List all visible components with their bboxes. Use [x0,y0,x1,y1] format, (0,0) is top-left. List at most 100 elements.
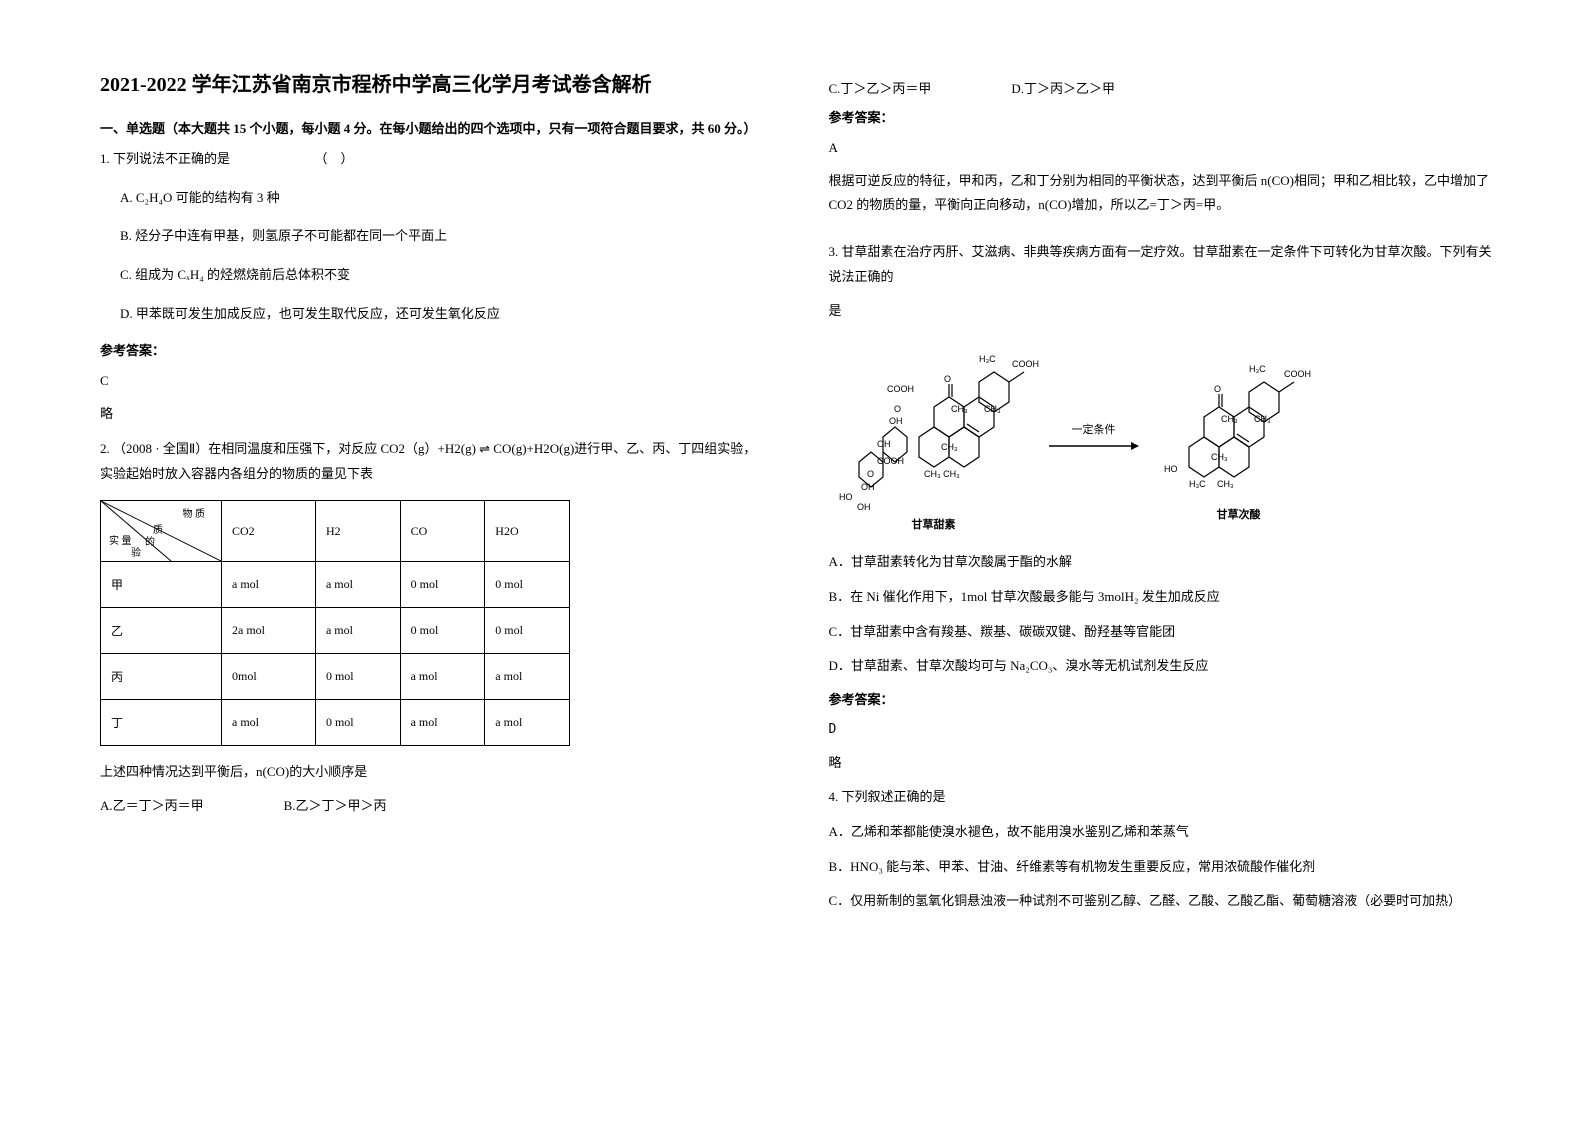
q1-opt-c: C. 组成为 CₓH₄ 的烃燃烧前后总体积不变 [120,263,769,288]
q2-table-corner: 物 质 质 的 实 量 验 [101,501,222,562]
q2-opt-a: A.乙＝丁＞丙＝甲 [100,795,204,814]
q2-r2-c3: a mol [485,654,570,700]
left-column: 2021-2022 学年江苏省南京市程桥中学高三化学月考试卷含解析 一、单选题（… [100,70,769,924]
q3-stem: 3. 甘草甜素在治疗丙肝、艾滋病、非典等疾病方面有一定疗效。甘草甜素在一定条件下… [829,240,1498,289]
q2-r2-c1: 0 mol [315,654,400,700]
mol1-label: 甘草甜素 [912,516,956,532]
molecule-2: H₃C COOH O CH₃ CH₃ CH₃ HO H₃C CH₃ 甘草次酸 [1149,352,1329,522]
mol-text-ho: HO [839,492,853,502]
table-row: 丙 0mol 0 mol a mol a mol [101,654,570,700]
mol2-text-h3c2: H₃C [1189,479,1206,489]
q2-ans: A [829,136,1498,161]
q2-r3-label: 丁 [101,700,222,746]
q1-opt-d: D. 甲苯既可发生加成反应，也可发生取代反应，还可发生氧化反应 [120,302,769,327]
q2-after: 上述四种情况达到平衡后，n(CO)的大小顺序是 [100,760,769,785]
corner-bot2: 验 [131,544,141,559]
q2-table: 物 质 质 的 实 量 验 CO2 H2 CO H2O 甲 a mol a mo… [100,500,570,746]
reaction-arrow: 一定条件 [1049,421,1139,453]
mol-text-oh4: OH [857,502,871,512]
q3-opt-a: A．甘草甜素转化为甘草次酸属于酯的水解 [829,550,1498,575]
q2-r2-label: 丙 [101,654,222,700]
molecule-1: COOH H₃C COOH O OH OH COOH O OH HO OH O … [829,342,1039,532]
q3-ans: D [829,718,1498,743]
q1-opt-a: A. C₂H₄O 可能的结构有 3 种 [120,186,769,211]
q2-r3-c0: a mol [222,700,316,746]
q2-col-0: CO2 [222,501,316,562]
q3-opt-c: C．甘草甜素中含有羧基、羰基、碳碳双键、酚羟基等官能团 [829,620,1498,645]
section-1-head: 一、单选题（本大题共 15 个小题，每小题 4 分。在每小题给出的四个选项中，只… [100,118,769,137]
mol2-text-o: O [1214,384,1221,394]
q3-opt-b: B．在 Ni 催化作用下，1mol 甘草次酸最多能与 3molH₂ 发生加成反应 [829,585,1498,610]
q3-ans-label: 参考答案： [829,689,1498,708]
mol-text-oh3: OH [861,482,875,492]
mol2-text-ch3c: CH₃ [1211,452,1228,462]
q1-ans: C [100,369,769,394]
table-row: 乙 2a mol a mol 0 mol 0 mol [101,608,570,654]
q2-r1-c1: a mol [315,608,400,654]
mol-text-o2: O [867,469,874,479]
q2-col-3: H2O [485,501,570,562]
q3-exp: 略 [829,751,1498,776]
q2-r0-c1: a mol [315,562,400,608]
mol2-text-ch3d: CH₃ [1217,479,1234,489]
q2-col-1: H2 [315,501,400,562]
q2-r2-c0: 0mol [222,654,316,700]
q2-ans-label: 参考答案： [829,107,1498,126]
mol2-text-ch3b: CH₃ [1254,414,1271,424]
q2-r0-c2: 0 mol [400,562,485,608]
q4-stem: 4. 下列叙述正确的是 [829,785,1498,810]
q4-opt-b: B．HNO₃ 能与苯、甲苯、甘油、纤维素等有机物发生重要反应，常用浓硫酸作催化剂 [829,855,1498,880]
q4-opt-a: A．乙烯和苯都能使溴水褪色，故不能用溴水鉴别乙烯和苯蒸气 [829,820,1498,845]
mol-text-ch3a: CH₃ [951,404,968,414]
corner-mid2: 的 [145,533,155,548]
arrow-label: 一定条件 [1072,421,1116,437]
mol-text-o3: O [944,374,951,384]
mol2-text-cooh: COOH [1284,369,1311,379]
q2-r1-label: 乙 [101,608,222,654]
q2-r1-c0: 2a mol [222,608,316,654]
q4-opt-c: C．仅用新制的氢氧化铜悬浊液一种试剂不可鉴别乙醇、乙醛、乙酸、乙酸乙酯、葡萄糖溶… [829,889,1498,914]
mol2-text-ho: HO [1164,464,1178,474]
q1-stem: 1. 下列说法不正确的是 （ ） [100,147,769,172]
q2-r3-c2: a mol [400,700,485,746]
q2-r0-label: 甲 [101,562,222,608]
mol-text-h3c: H₃C [979,354,996,364]
q2-r3-c1: 0 mol [315,700,400,746]
mol-text-oh1: OH [889,416,903,426]
table-row: 甲 a mol a mol 0 mol 0 mol [101,562,570,608]
mol-text-cooh3: COOH [877,456,904,466]
mol-text-ch3ch3: CH₃ CH₃ [924,469,960,479]
q2-opt-d: D.丁＞丙＞乙＞甲 [1011,78,1115,97]
q1-ans-label: 参考答案： [100,340,769,359]
mol-text-oh2: OH [877,439,891,449]
q2-exp: 根据可逆反应的特征，甲和丙，乙和丁分别为相同的平衡状态，达到平衡后 n(CO)相… [829,169,1498,218]
q1-exp: 略 [100,402,769,427]
q2-r3-c3: a mol [485,700,570,746]
q2-r2-c2: a mol [400,654,485,700]
right-column: C.丁＞乙＞丙＝甲 D.丁＞丙＞乙＞甲 参考答案： A 根据可逆反应的特征，甲和… [829,70,1498,924]
corner-top: 物 质 [183,505,206,520]
q2-r1-c3: 0 mol [485,608,570,654]
q3-stem2: 是 [829,299,1498,324]
table-row: 丁 a mol 0 mol a mol a mol [101,700,570,746]
mol-text-cooh2: COOH [1012,359,1039,369]
q3-molecule-diagram: COOH H₃C COOH O OH OH COOH O OH HO OH O … [829,342,1498,532]
q2-r1-c2: 0 mol [400,608,485,654]
mol-text-cooh: COOH [887,384,914,394]
q2-r0-c0: a mol [222,562,316,608]
q2-col-2: CO [400,501,485,562]
q2-r0-c3: 0 mol [485,562,570,608]
mol-text-ch3c: CH₃ [941,442,958,452]
mol2-label: 甘草次酸 [1217,506,1261,522]
q3-opt-d: D．甘草甜素、甘草次酸均可与 Na₂CO₃、溴水等无机试剂发生反应 [829,654,1498,679]
q1-opt-b: B. 烃分子中连有甲基，则氢原子不可能都在同一个平面上 [120,224,769,249]
q2-opt-c: C.丁＞乙＞丙＝甲 [829,78,932,97]
q2-stem: 2. （2008 · 全国Ⅱ）在相同温度和压强下，对反应 CO2（g）+H2(g… [100,437,769,486]
mol-text-o1: O [894,404,901,414]
mol2-text-ch3a: CH₃ [1221,414,1238,424]
q2-opt-b: B.乙＞丁＞甲＞丙 [284,795,387,814]
mol2-text-h3c: H₃C [1249,364,1266,374]
exam-title: 2021-2022 学年江苏省南京市程桥中学高三化学月考试卷含解析 [100,70,769,100]
mol-text-ch3b: CH₃ [984,404,1001,414]
corner-bot: 实 量 [109,532,132,547]
